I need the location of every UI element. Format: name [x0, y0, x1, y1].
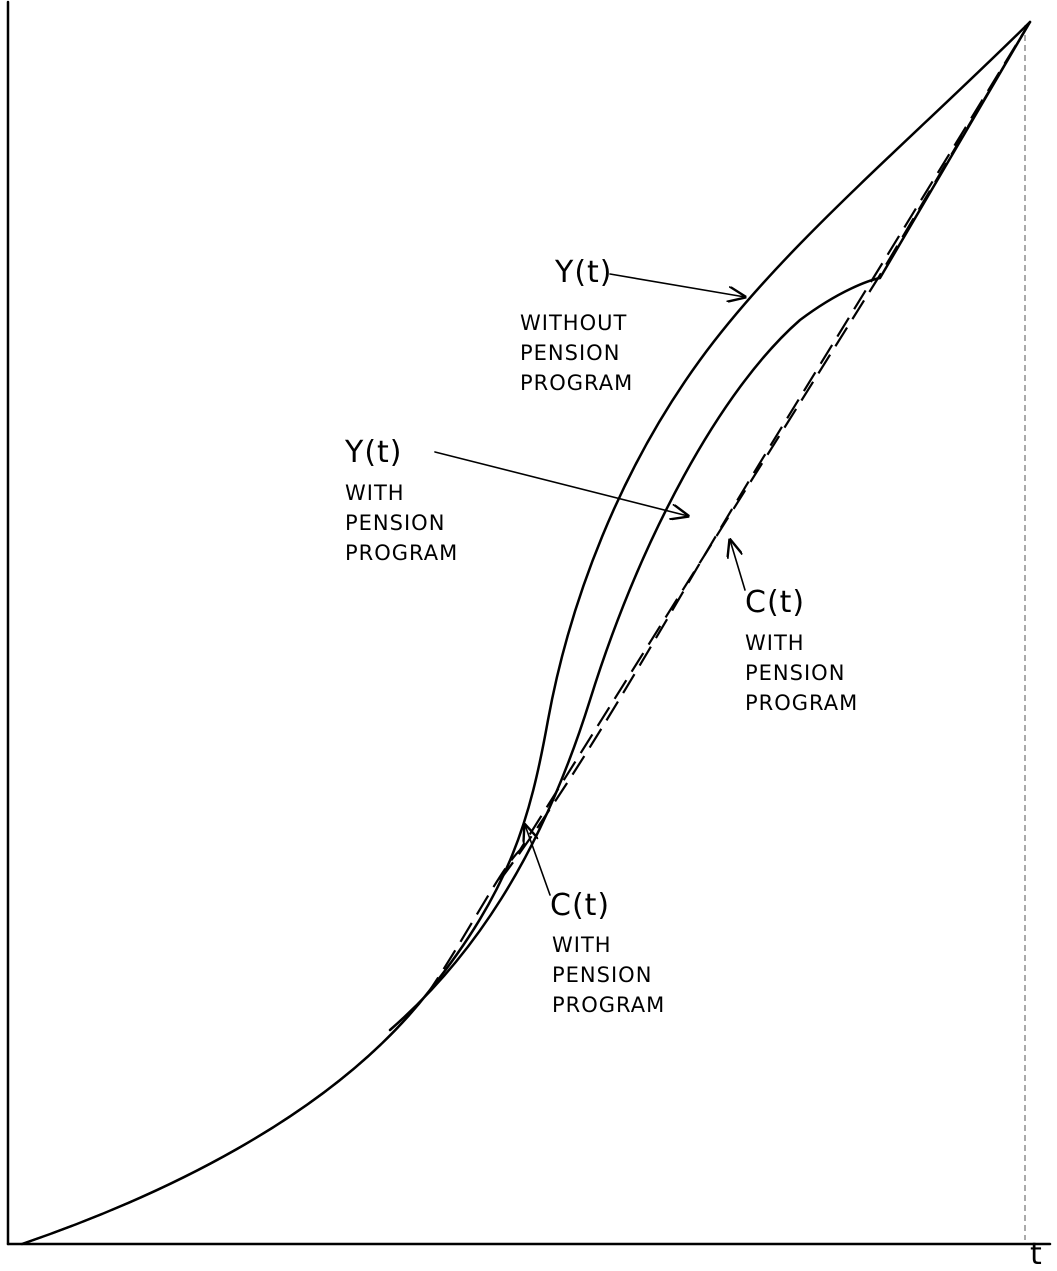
- y-with-curve: [388, 20, 1032, 1032]
- label-line: PENSION: [345, 511, 445, 535]
- label-symbol: Y(t): [554, 255, 613, 290]
- arrow: [609, 273, 745, 297]
- y-without-curve: [20, 20, 1032, 1246]
- label-line: PROGRAM: [552, 993, 665, 1017]
- arrow: [434, 451, 688, 516]
- label-line: WITHOUT: [520, 311, 627, 335]
- label-line: WITH: [745, 631, 805, 655]
- label-line: PENSION: [552, 963, 652, 987]
- c-with-dashed-1: [21, 21, 1031, 1246]
- label-line: PENSION: [520, 341, 620, 365]
- x-axis-label: t: [1030, 1237, 1043, 1271]
- label-line: PENSION: [745, 661, 845, 685]
- label-line: PROGRAM: [520, 371, 633, 395]
- label-line: PROGRAM: [745, 691, 858, 715]
- label-symbol: Y(t): [344, 435, 403, 470]
- arrow: [730, 540, 746, 591]
- label-symbol: C(t): [745, 585, 805, 620]
- c-with-dashed-2: [499, 21, 1031, 881]
- label-symbol: C(t): [550, 888, 610, 923]
- label-line: PROGRAM: [345, 541, 458, 565]
- arrow: [525, 825, 551, 896]
- label-line: WITH: [552, 933, 612, 957]
- label-line: WITH: [345, 481, 405, 505]
